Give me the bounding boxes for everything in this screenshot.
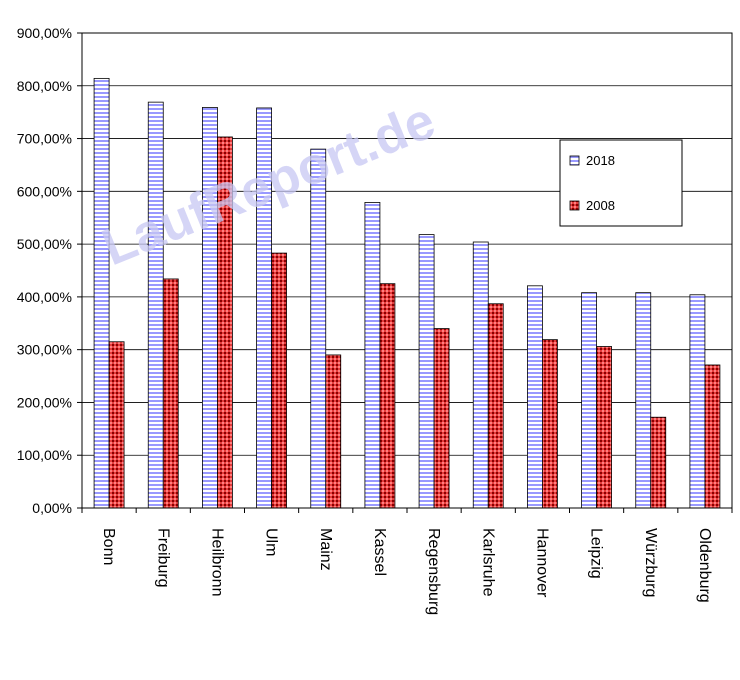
plot-area-border bbox=[81, 32, 733, 509]
legend-box bbox=[559, 139, 683, 227]
y-tick-label: 900,00% bbox=[17, 25, 72, 41]
bar-2018 bbox=[364, 202, 381, 509]
x-tick-label: Karlsruhe bbox=[479, 528, 496, 597]
gridlines bbox=[82, 85, 732, 456]
bar-2018 bbox=[527, 285, 543, 509]
y-axis-ticks: 0,00% 100,00% 200,00% 300,00% 400,00% 500,00%… bbox=[17, 25, 82, 516]
y-tick-label: 0,00% bbox=[32, 500, 72, 516]
y-tick-label: 700,00% bbox=[17, 131, 72, 147]
bar-2018 bbox=[310, 148, 327, 509]
bar-2008 bbox=[271, 252, 287, 509]
x-tick-label: Leipzig bbox=[588, 528, 605, 579]
bar-2008 bbox=[704, 364, 721, 509]
x-tick-label: Hannover bbox=[533, 528, 550, 598]
legend-label-2018: 2018 bbox=[586, 153, 615, 168]
bar-2008 bbox=[108, 341, 125, 509]
x-tick-label: Oldenburg bbox=[696, 528, 713, 603]
bar-2018 bbox=[635, 292, 652, 509]
bar-2018 bbox=[93, 77, 110, 509]
bar-2018 bbox=[147, 101, 164, 509]
bar-2018 bbox=[581, 292, 597, 509]
y-tick-label: 300,00% bbox=[17, 342, 72, 358]
legend: 2018 2008 bbox=[559, 139, 683, 227]
bar-2008 bbox=[542, 339, 558, 509]
bar-2008 bbox=[379, 283, 396, 509]
y-tick-label: 800,00% bbox=[17, 78, 72, 94]
y-tick-label: 500,00% bbox=[17, 236, 72, 252]
bar-2008 bbox=[433, 328, 450, 509]
bar-2018 bbox=[418, 234, 435, 509]
bar-2008 bbox=[650, 416, 667, 509]
bar-2018 bbox=[689, 294, 706, 509]
bar-2018 bbox=[472, 241, 489, 509]
bar-2008 bbox=[596, 346, 612, 509]
bar-2008 bbox=[325, 354, 342, 509]
bar-2018 bbox=[202, 107, 218, 509]
x-tick-label: Heilbronn bbox=[208, 528, 225, 596]
x-tick-label: Würzburg bbox=[642, 528, 659, 597]
x-tick-label: Regensburg bbox=[425, 528, 442, 615]
y-tick-label: 100,00% bbox=[17, 447, 72, 463]
x-tick-label: Freiburg bbox=[154, 528, 171, 588]
x-tick-label: Kassel bbox=[371, 528, 388, 576]
x-tick-label: Mainz bbox=[317, 528, 334, 571]
legend-swatch-2018 bbox=[569, 155, 580, 166]
x-tick-label: Ulm bbox=[263, 528, 280, 556]
x-axis-ticks: Bonn Freiburg Heilbronn Ulm Mainz Kassel Regen… bbox=[81, 508, 733, 615]
bar-2008 bbox=[487, 303, 504, 509]
legend-label-2008: 2008 bbox=[586, 198, 615, 213]
x-tick-label: Bonn bbox=[100, 528, 117, 565]
legend-swatch-2008 bbox=[569, 200, 580, 211]
y-tick-label: 400,00% bbox=[17, 289, 72, 305]
bar-2008 bbox=[162, 278, 179, 509]
y-tick-label: 200,00% bbox=[17, 394, 72, 410]
y-tick-label: 600,00% bbox=[17, 183, 72, 199]
